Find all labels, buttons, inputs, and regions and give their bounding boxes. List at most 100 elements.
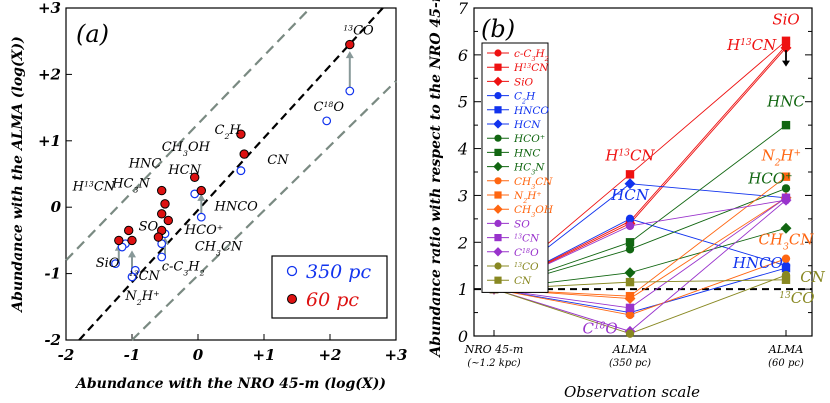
legend-label-h13cn: H13CN [513, 62, 549, 74]
x-category-sublabel: (350 pc) [609, 358, 651, 369]
formula-part: CN [800, 268, 825, 286]
formula-part: CH [162, 140, 184, 155]
formula-part: CN [630, 146, 655, 164]
legend-filled-circle-marker [287, 294, 297, 304]
point-350pc-sio [111, 259, 120, 269]
formula-subscript: 3 [531, 56, 535, 63]
label-n2h-: N2H+ [761, 146, 802, 168]
formula-part: CN [531, 62, 549, 74]
formula-part: CN [267, 153, 289, 168]
legend-marker-so [494, 219, 502, 227]
legend-marker-hco- [494, 134, 502, 142]
label-13cn: 13CN [129, 269, 161, 285]
panel-b-ylabel: Abundance ratio with respect to the NRO … [428, 0, 444, 359]
x-tick-label: -2 [58, 346, 75, 364]
panel-a-legend: 350 pc 60 pc [271, 255, 388, 319]
point-60pc-sio [114, 235, 124, 246]
formula-part: H [513, 62, 524, 74]
label-hnco: HNCO [214, 200, 259, 215]
formula-part: N [124, 289, 137, 304]
isotope-superscript: 13 [514, 262, 522, 269]
legend-label-cn: CN [514, 275, 532, 287]
marker-ch3cn-1 [625, 310, 635, 320]
formula-subscript: 3 [531, 212, 535, 219]
point-60pc-hnc-2 [157, 209, 167, 219]
point-350pc-13cn [157, 252, 167, 262]
formula-part: OH [188, 140, 211, 155]
point-60pc-hnco [163, 215, 174, 226]
formula-part: CO [353, 24, 374, 39]
formula-part: N [137, 176, 150, 191]
formula-subscript: 3 [531, 169, 535, 176]
formula-part: HNC [766, 92, 805, 110]
formula-part: OH [535, 204, 554, 216]
marker-hc3n-1 [624, 267, 636, 279]
formula-part: C [582, 320, 594, 338]
formula-part: CN [221, 239, 243, 254]
panel-a-points [111, 39, 355, 282]
formula-subscript: 3 [531, 183, 535, 190]
formula-superscript: + [217, 222, 224, 231]
formula-part: HNC [128, 156, 162, 171]
label-hco-: HCO+ [747, 170, 792, 188]
legend-marker-h13cn [494, 63, 502, 71]
panel-b: (b) Observation scale Abundance ratio wi… [428, 0, 826, 401]
formula-part: CN [94, 180, 116, 195]
label-ch3oh: CH3OH [162, 140, 211, 158]
point-60pc-c2h [236, 129, 246, 139]
legend-marker-ch3cn [494, 177, 502, 185]
point-60pc-ch3oh [190, 172, 200, 183]
formula-subscript: 3 [183, 148, 188, 157]
legend-label-c18o: C18O [514, 247, 539, 259]
panel-a-frame [65, 7, 397, 341]
formula-part: H [779, 146, 794, 164]
panel-b-label: (b) [481, 15, 515, 43]
isotope-superscript: 18 [323, 99, 333, 108]
legend-marker-hcn [493, 119, 503, 129]
label-hnc: HNC [766, 92, 805, 110]
label-c2h: C2H [215, 123, 242, 141]
formula-part: N [534, 162, 545, 174]
formula-part: H [534, 48, 545, 60]
y-tick-label: -1 [44, 265, 61, 283]
x-category-label: ALMA [612, 343, 648, 356]
formula-subscript: 2 [199, 268, 205, 277]
legend-label-350pc: 350 pc [306, 261, 371, 283]
formula-part: H [726, 36, 741, 54]
arrow-head [345, 51, 354, 59]
formula-superscript: + [794, 148, 802, 158]
formula-superscript: + [785, 172, 793, 182]
formula-part: CO [522, 261, 539, 273]
formula-part: C [514, 91, 522, 103]
formula-part: CN [139, 269, 161, 284]
label-ch3cn: CH3CN [759, 231, 815, 253]
label-sio: SiO [772, 10, 799, 28]
formula-part: N [761, 146, 776, 164]
formula-part: N [513, 190, 524, 202]
marker-ch3oh-1 [624, 293, 636, 304]
marker-13co-1 [625, 329, 635, 338]
formula-part: C [314, 100, 324, 115]
formula-part: CN [522, 233, 540, 245]
legend-label-so: SO [514, 218, 530, 230]
formula-subscript: 2 [774, 158, 781, 168]
formula-part: SO [139, 219, 159, 234]
label-c-c3h2: c-C3H2 [162, 259, 205, 277]
legend-label-13co: 13CO [514, 261, 539, 273]
x-tick-label: 0 [193, 346, 204, 364]
formula-part: SiO [514, 76, 534, 88]
legend-label-60pc: 60 pc [306, 289, 359, 311]
formula-subscript: 3 [133, 185, 138, 194]
arrow-head [128, 250, 136, 258]
formula-part: O [605, 320, 617, 338]
marker-hco--1 [625, 245, 635, 254]
legend-marker-sio [493, 76, 503, 87]
panel-a-x-ticks: -2 -1 0 +1 +2 +3 [58, 334, 408, 364]
point-350pc-hnco [196, 212, 206, 222]
label-ch3cn: CH3CN [195, 239, 243, 256]
marker-h13cn-1 [625, 170, 635, 179]
panel-a-xlabel: Abundance with the NRO 45-m (log(X)) [74, 376, 386, 392]
